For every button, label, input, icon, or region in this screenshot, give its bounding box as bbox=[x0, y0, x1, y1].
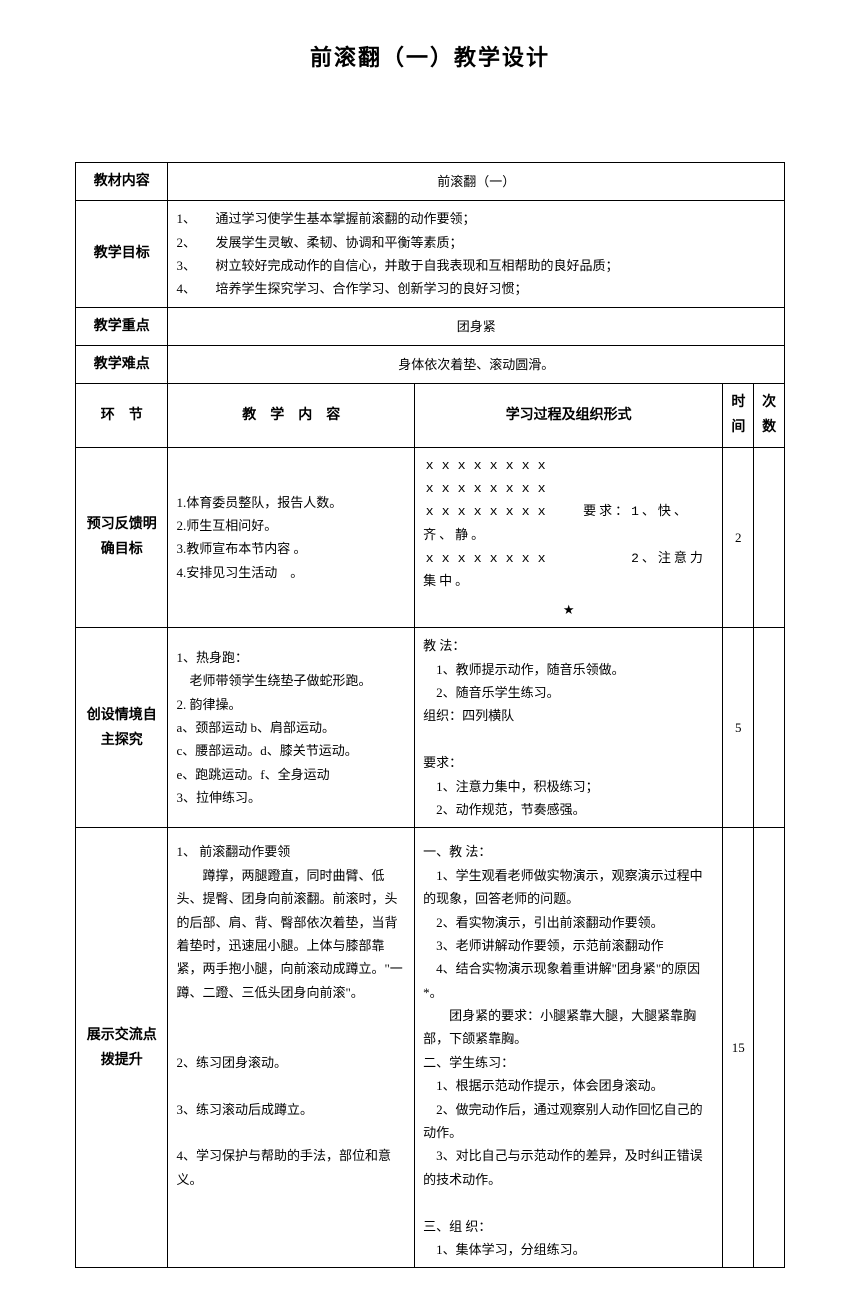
section2-label: 创设情境自主探究 bbox=[76, 628, 168, 828]
difficulty-label: 教学难点 bbox=[76, 345, 168, 383]
process-line: 2、动作规范，节奏感强。 bbox=[423, 798, 714, 821]
process-line: 二、学生练习： bbox=[423, 1051, 714, 1074]
section3-time: 15 bbox=[723, 828, 754, 1268]
section2-content: 1、热身跑： 老师带领学生绕垫子做蛇形跑。 2. 韵律操。 a、颈部运动 b、肩… bbox=[168, 628, 415, 828]
content-line: 1、热身跑： bbox=[176, 646, 406, 669]
process-line: 组织：四列横队 bbox=[423, 704, 714, 727]
process-line: 1、根据示范动作提示，体会团身滚动。 bbox=[423, 1074, 714, 1097]
table-row: 教学重点 团身紧 bbox=[76, 307, 785, 345]
process-line: 教 法： bbox=[423, 634, 714, 657]
difficulty-content: 身体依次着垫、滚动圆滑。 bbox=[168, 345, 785, 383]
section2-count bbox=[754, 628, 785, 828]
section1-label: 预习反馈明确目标 bbox=[76, 447, 168, 628]
content-line: 3、拉伸练习。 bbox=[176, 786, 406, 809]
content-line: 2.师生互相问好。 bbox=[176, 514, 406, 537]
lesson-plan-table: 教材内容 前滚翻（一） 教学目标 1、 通过学习使学生基本掌握前滚翻的动作要领；… bbox=[75, 162, 785, 1268]
table-row: 教材内容 前滚翻（一） bbox=[76, 163, 785, 201]
process-line: 2、随音乐学生练习。 bbox=[423, 681, 714, 704]
section2-process: 教 法： 1、教师提示动作，随音乐领做。 2、随音乐学生练习。 组织：四列横队 … bbox=[415, 628, 723, 828]
process-line bbox=[423, 728, 714, 751]
section3-content: 1、 前滚翻动作要领 蹲撑，两腿蹬直，同时曲臂、低头、提臀、团身向前滚翻。前滚时… bbox=[168, 828, 415, 1268]
process-line: 要求： bbox=[423, 751, 714, 774]
header-process: 学习过程及组织形式 bbox=[415, 384, 723, 447]
section3-count bbox=[754, 828, 785, 1268]
page-title: 前滚翻（一）教学设计 bbox=[75, 40, 785, 72]
objective-item: 1、 通过学习使学生基本掌握前滚翻的动作要领； bbox=[176, 207, 776, 230]
table-row: 预习反馈明确目标 1.体育委员整队，报告人数。 2.师生互相问好。 3.教师宣布… bbox=[76, 447, 785, 628]
content-line: 蹲撑，两腿蹬直，同时曲臂、低头、提臀、团身向前滚翻。前滚时，头的后部、肩、背、臀… bbox=[176, 864, 406, 1004]
content-line: 2、练习团身滚动。 bbox=[176, 1051, 406, 1074]
material-label: 教材内容 bbox=[76, 163, 168, 201]
header-time: 时间 bbox=[723, 384, 754, 447]
table-row: 创设情境自主探究 1、热身跑： 老师带领学生绕垫子做蛇形跑。 2. 韵律操。 a… bbox=[76, 628, 785, 828]
star-icon: ★ bbox=[423, 598, 714, 621]
content-line: 4、学习保护与帮助的手法，部位和意义。 bbox=[176, 1144, 406, 1191]
content-line bbox=[176, 1027, 406, 1050]
objectives-label: 教学目标 bbox=[76, 201, 168, 308]
content-line: 3、练习滚动后成蹲立。 bbox=[176, 1098, 406, 1121]
objective-item: 3、 树立较好完成动作的自信心，并敢于自我表现和互相帮助的良好品质； bbox=[176, 254, 776, 277]
table-row: 展示交流点拨提升 1、 前滚翻动作要领 蹲撑，两腿蹬直，同时曲臂、低头、提臀、团… bbox=[76, 828, 785, 1268]
process-line: 4、结合实物演示现象着重讲解"团身紧"的原因 *。 bbox=[423, 957, 714, 1004]
process-line bbox=[423, 1191, 714, 1214]
table-row: 教学目标 1、 通过学习使学生基本掌握前滚翻的动作要领； 2、 发展学生灵敏、柔… bbox=[76, 201, 785, 308]
process-line: 1、学生观看老师做实物演示，观察演示过程中的现象，回答老师的问题。 bbox=[423, 864, 714, 911]
process-line: 1、集体学习，分组练习。 bbox=[423, 1238, 714, 1261]
content-line: c、腰部运动。d、膝关节运动。 bbox=[176, 739, 406, 762]
section1-time: 2 bbox=[723, 447, 754, 628]
header-count: 次数 bbox=[754, 384, 785, 447]
material-content: 前滚翻（一） bbox=[168, 163, 785, 201]
content-line bbox=[176, 1121, 406, 1144]
formation-line: ｘｘｘｘｘｘｘｘ bbox=[423, 477, 714, 500]
content-line: 4.安排见习生活动 。 bbox=[176, 561, 406, 584]
process-line: 3、对比自己与示范动作的差异，及时纠正错误的技术动作。 bbox=[423, 1144, 714, 1191]
table-row: 教学难点 身体依次着垫、滚动圆滑。 bbox=[76, 345, 785, 383]
objectives-content: 1、 通过学习使学生基本掌握前滚翻的动作要领； 2、 发展学生灵敏、柔韧、协调和… bbox=[168, 201, 785, 308]
process-line: 1、教师提示动作，随音乐领做。 bbox=[423, 658, 714, 681]
header-section: 环 节 bbox=[76, 384, 168, 447]
content-line: 1、 前滚翻动作要领 bbox=[176, 840, 406, 863]
process-line: 2、看实物演示，引出前滚翻动作要领。 bbox=[423, 911, 714, 934]
formation-line: ｘｘｘｘｘｘｘｘ bbox=[423, 454, 714, 477]
content-line: 1.体育委员整队，报告人数。 bbox=[176, 491, 406, 514]
section2-time: 5 bbox=[723, 628, 754, 828]
content-line: 2. 韵律操。 bbox=[176, 693, 406, 716]
header-content: 教 学 内 容 bbox=[168, 384, 415, 447]
content-line bbox=[176, 1004, 406, 1027]
content-line: 老师带领学生绕垫子做蛇形跑。 bbox=[176, 669, 406, 692]
process-line: 1、注意力集中，积极练习； bbox=[423, 775, 714, 798]
process-line: 团身紧的要求：小腿紧靠大腿，大腿紧靠胸部，下颌紧靠胸。 bbox=[423, 1004, 714, 1051]
process-line: 3、老师讲解动作要领，示范前滚翻动作 bbox=[423, 934, 714, 957]
formation-line: ｘｘｘｘｘｘｘｘ 2、注意力集中。 bbox=[423, 547, 714, 594]
content-line bbox=[176, 1074, 406, 1097]
section3-process: 一、教 法： 1、学生观看老师做实物演示，观察演示过程中的现象，回答老师的问题。… bbox=[415, 828, 723, 1268]
keypoint-content: 团身紧 bbox=[168, 307, 785, 345]
section3-label: 展示交流点拨提升 bbox=[76, 828, 168, 1268]
process-line: 三、组 织： bbox=[423, 1215, 714, 1238]
formation-line: ｘｘｘｘｘｘｘｘ 要求：1、快、齐、静。 bbox=[423, 500, 714, 547]
section1-count bbox=[754, 447, 785, 628]
section1-content: 1.体育委员整队，报告人数。 2.师生互相问好。 3.教师宣布本节内容 。 4.… bbox=[168, 447, 415, 628]
content-line: a、颈部运动 b、肩部运动。 bbox=[176, 716, 406, 739]
content-line: e、跑跳运动。f、全身运动 bbox=[176, 763, 406, 786]
keypoint-label: 教学重点 bbox=[76, 307, 168, 345]
section1-process: ｘｘｘｘｘｘｘｘ ｘｘｘｘｘｘｘｘ ｘｘｘｘｘｘｘｘ 要求：1、快、齐、静。 ｘ… bbox=[415, 447, 723, 628]
objective-item: 4、 培养学生探究学习、合作学习、创新学习的良好习惯； bbox=[176, 277, 776, 300]
objective-item: 2、 发展学生灵敏、柔韧、协调和平衡等素质； bbox=[176, 231, 776, 254]
process-line: 2、做完动作后，通过观察别人动作回忆自己的动作。 bbox=[423, 1098, 714, 1145]
content-line: 3.教师宣布本节内容 。 bbox=[176, 537, 406, 560]
table-header-row: 环 节 教 学 内 容 学习过程及组织形式 时间 次数 bbox=[76, 384, 785, 447]
process-line: 一、教 法： bbox=[423, 840, 714, 863]
